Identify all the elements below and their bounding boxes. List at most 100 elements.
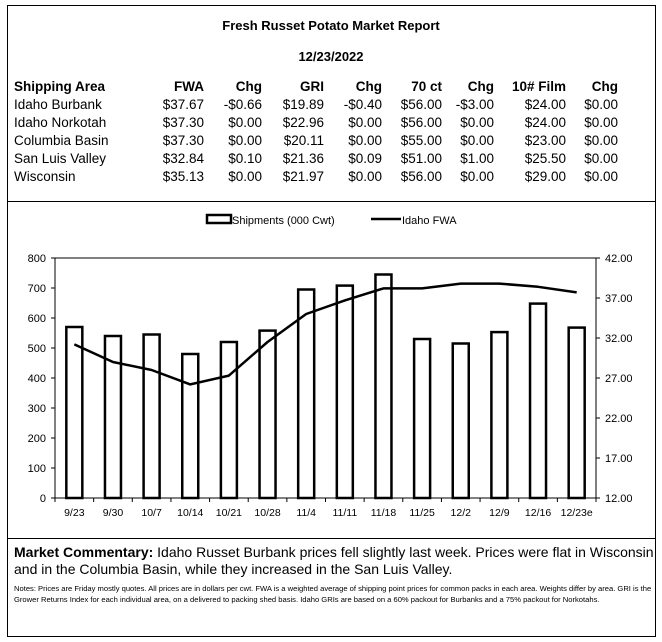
y-tick-label: 300 — [28, 403, 46, 415]
market-commentary: Market Commentary: Idaho Russet Burbank … — [14, 544, 654, 578]
x-tick-label: 9/23 — [64, 507, 85, 519]
y2-tick-label: 32.00 — [605, 333, 633, 345]
y-tick-label: 500 — [28, 343, 46, 355]
y2-tick-label: 42.00 — [605, 253, 633, 265]
x-tick-label: 11/25 — [409, 507, 435, 519]
price-cell: $0.00 — [348, 115, 382, 130]
table-row: Idaho Burbank $37.67 -$0.66 $19.89 -$0.40 $56… — [14, 96, 618, 114]
x-tick-label: 12/16 — [525, 507, 551, 519]
shipping-area-cell: San Luis Valley — [14, 151, 107, 166]
price-cell: -$0.40 — [343, 97, 382, 112]
price-cell: $55.00 — [400, 133, 442, 148]
legend-label-shipments: Shipments (000 Cwt) — [232, 215, 335, 227]
column-header: Shipping Area — [14, 79, 106, 94]
x-tick-label: 10/7 — [141, 507, 162, 519]
price-cell: $56.00 — [400, 169, 442, 184]
price-cell: $56.00 — [400, 97, 442, 112]
commentary-label: Market Commentary: — [14, 544, 154, 560]
shipments-bar — [335, 284, 355, 500]
y-tick-label: 0 — [40, 493, 46, 505]
price-cell: $24.00 — [524, 97, 566, 112]
y2-tick-label: 37.00 — [605, 293, 633, 305]
x-tick-label: 10/21 — [216, 507, 242, 519]
price-cell: $29.00 — [524, 169, 566, 184]
x-tick-label: 10/14 — [177, 507, 203, 519]
x-tick-label: 11/18 — [371, 507, 397, 519]
column-header: Chg — [235, 79, 262, 94]
shipments-bar — [142, 333, 161, 500]
y2-tick-label: 12.00 — [605, 493, 633, 505]
y-tick-label: 600 — [28, 313, 46, 325]
column-header: Chg — [591, 79, 618, 94]
column-header: GRI — [299, 79, 324, 94]
table-row: Wisconsin $35.13 $0.00 $21.97 $0.00 $56.00 $0.… — [14, 168, 618, 186]
x-tick-label: 10/28 — [254, 507, 280, 519]
y2-tick-label: 27.00 — [605, 373, 633, 385]
shipments-bar — [412, 337, 432, 500]
table-header-row: Shipping Area FWA Chg GRI Chg 70 ct Chg … — [14, 78, 618, 96]
price-cell: $0.00 — [584, 115, 618, 130]
y-tick-label: 400 — [28, 373, 46, 385]
price-cell: $19.89 — [282, 97, 324, 112]
price-cell: $1.00 — [460, 151, 494, 166]
price-cell: $0.00 — [460, 115, 494, 130]
shipments-chart: 0 100 200 300 400 500 600 700 800 12.00 17.00 22.00… — [28, 213, 633, 519]
shipments-bar — [258, 329, 277, 500]
plot-area — [54, 257, 597, 499]
column-header: Chg — [355, 79, 382, 94]
x-tick-label: 12/2 — [451, 507, 472, 519]
column-header: FWA — [174, 79, 204, 94]
price-cell: $0.10 — [228, 151, 262, 166]
table-row: Idaho Norkotah $37.30 $0.00 $22.96 $0.00 $56.… — [14, 114, 618, 132]
shipments-bar — [451, 342, 470, 500]
price-cell: $0.00 — [460, 133, 494, 148]
price-cell: $0.00 — [584, 97, 618, 112]
price-cell: $21.36 — [282, 151, 324, 166]
notes: Notes: Prices are Friday mostly quotes. … — [14, 584, 652, 604]
price-cell: $56.00 — [400, 115, 442, 130]
y2-tick-label: 22.00 — [605, 413, 633, 425]
commentary-text: Idaho Russet Burbank prices fell slightl… — [14, 544, 654, 577]
price-cell: $0.00 — [228, 133, 262, 148]
price-cell: -$3.00 — [455, 97, 494, 112]
price-cell: -$0.66 — [223, 97, 262, 112]
x-tick-label: 11/4 — [296, 507, 316, 519]
price-cell: $0.00 — [348, 169, 382, 184]
x-tick-label: 11/11 — [332, 507, 357, 519]
shipping-area-cell: Wisconsin — [14, 169, 76, 184]
price-cell: $0.00 — [584, 169, 618, 184]
shipments-bar — [567, 326, 586, 500]
price-cell: $25.50 — [524, 151, 566, 166]
shipments-bar — [528, 302, 548, 500]
y-tick-label: 100 — [28, 463, 46, 475]
x-tick-label: 12/23e — [561, 507, 593, 519]
shipments-bar — [490, 330, 509, 500]
price-cell: $32.84 — [162, 151, 204, 166]
market-table: Shipping Area FWA Chg GRI Chg 70 ct Chg … — [14, 78, 618, 186]
price-cell: $0.00 — [584, 133, 618, 148]
legend-label-fwa: Idaho FWA — [402, 215, 457, 227]
price-cell: $0.00 — [460, 169, 494, 184]
shipments-bar — [103, 334, 123, 500]
price-cell: $22.96 — [282, 115, 324, 130]
price-cell: $35.13 — [162, 169, 204, 184]
column-header: Chg — [467, 79, 494, 94]
shipments-bar — [65, 325, 84, 500]
column-header: 70 ct — [411, 79, 442, 94]
table-row: Columbia Basin $37.30 $0.00 $20.11 $0.00 $55.… — [14, 132, 618, 150]
y-tick-label: 200 — [28, 433, 46, 445]
price-cell: $37.30 — [162, 115, 204, 130]
price-cell: $20.11 — [283, 133, 324, 148]
price-cell: $0.00 — [228, 169, 262, 184]
idaho-fwa-line — [73, 282, 577, 386]
x-tick-label: 9/30 — [103, 507, 124, 519]
shipping-area-cell: Columbia Basin — [14, 133, 109, 148]
price-cell: $24.00 — [524, 115, 566, 130]
price-cell: $37.30 — [162, 133, 204, 148]
shipments-bar — [181, 352, 200, 500]
price-cell: $0.00 — [228, 115, 262, 130]
report-date: 12/23/2022 — [298, 49, 364, 64]
shipments-bar — [374, 273, 393, 500]
price-cell: $37.67 — [162, 97, 204, 112]
table-row: San Luis Valley $32.84 $0.10 $21.36 $0.09 $51… — [14, 150, 618, 168]
